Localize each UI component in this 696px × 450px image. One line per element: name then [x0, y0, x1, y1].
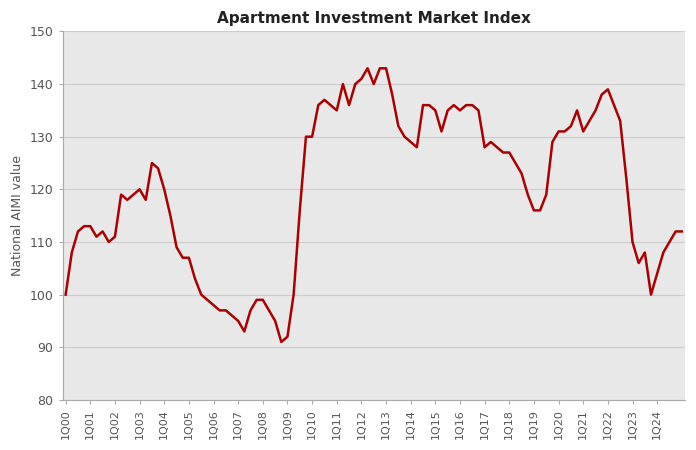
Title: Apartment Investment Market Index: Apartment Investment Market Index: [216, 11, 530, 26]
Y-axis label: National AIMI value: National AIMI value: [11, 155, 24, 276]
